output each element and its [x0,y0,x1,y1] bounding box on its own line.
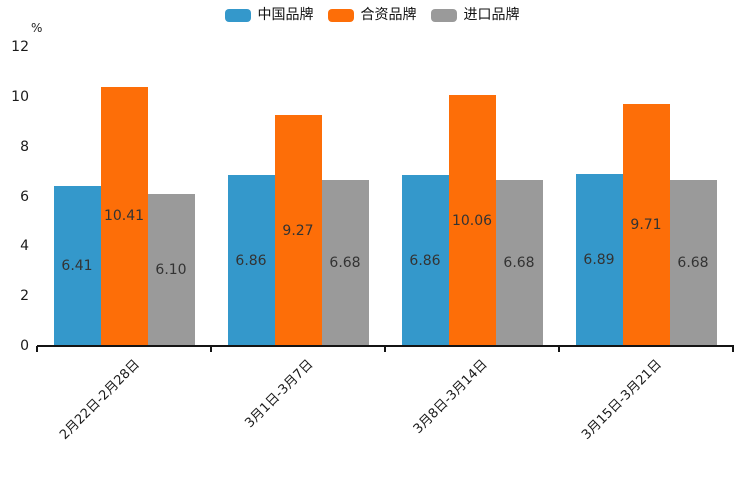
bar-value-china-brand-cat4: 6.89 [583,252,615,269]
x-axis-tick-2 [384,346,386,352]
bar-jv-brand-cat4 [622,104,670,346]
bar-china-brand-cat2 [227,175,275,346]
legend-swatch-china-brand [224,8,251,22]
legend-label: 进口品牌 [463,7,520,23]
legend-item-import-brand[interactable]: 进口品牌 [430,7,520,23]
y-tick-label-6: 6 [20,188,29,205]
legend-swatch-import-brand [430,8,457,22]
x-axis-tick-0 [36,346,38,352]
bar-jv-brand-cat3 [448,95,496,346]
bar-value-china-brand-cat1: 6.41 [61,258,93,275]
bar-import-brand-cat4 [669,179,717,346]
bar-value-jv-brand-cat1: 10.41 [103,208,145,225]
y-tick-label-0: 0 [20,338,29,354]
x-axis-label-cat3: 3月8日-3月14日 [410,357,491,437]
bar-value-jv-brand-cat2: 9.27 [282,222,314,239]
legend-label: 合资品牌 [360,7,417,23]
bar-jv-brand-cat2 [274,115,322,346]
bar-jv-brand-cat1 [100,86,148,346]
bar-china-brand-cat3 [401,175,449,346]
bar-value-import-brand-cat2: 6.68 [329,254,361,271]
chart-legend: 中国品牌 合资品牌 进口品牌 [0,8,744,22]
x-axis-tick-3 [558,346,560,352]
y-tick-label-2: 2 [20,288,29,305]
bar-value-jv-brand-cat3: 10.06 [451,212,493,229]
y-axis-unit-label: % [31,21,43,35]
legend-item-china-brand[interactable]: 中国品牌 [224,7,314,23]
bar-value-import-brand-cat4: 6.68 [677,254,709,271]
y-tick-label-4: 4 [20,238,29,255]
x-axis-label-cat1: 2月22日-2月28日 [56,357,143,443]
legend-swatch-jv-brand [327,8,354,22]
bar-import-brand-cat2 [321,179,369,346]
y-tick-label-10: 10 [11,88,29,105]
bar-value-china-brand-cat3: 6.86 [409,252,441,269]
legend-item-jv-brand[interactable]: 合资品牌 [327,7,417,23]
x-axis-tick-4 [732,346,734,352]
x-axis-label-cat2: 3月1日-3月7日 [242,357,317,432]
y-tick-label-8: 8 [20,138,29,155]
bar-china-brand-cat1 [53,186,101,346]
y-tick-label-12: 12 [11,39,29,55]
bar-china-brand-cat4 [575,174,623,346]
bar-value-import-brand-cat3: 6.68 [503,254,535,271]
bar-import-brand-cat1 [147,194,195,346]
x-axis-tick-1 [210,346,212,352]
bar-import-brand-cat3 [495,179,543,346]
bar-value-import-brand-cat1: 6.10 [155,262,187,278]
x-axis-label-cat4: 3月15日-3月21日 [578,357,665,443]
legend-label: 中国品牌 [257,7,314,23]
bar-value-jv-brand-cat4: 9.71 [630,217,662,234]
bar-value-china-brand-cat2: 6.86 [235,252,267,269]
